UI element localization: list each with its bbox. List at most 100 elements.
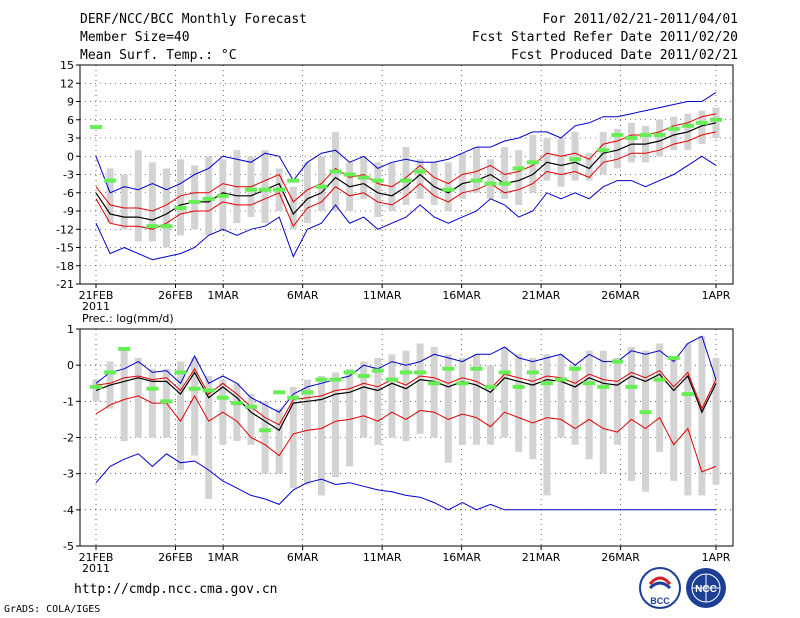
temp-observed-mark [710,117,722,122]
prec-observed-mark [104,370,117,375]
prec-observed-mark [512,384,525,389]
ncc-logo-text: NCC [695,584,717,595]
prec-box [388,354,396,438]
temp-observed-mark [329,169,342,174]
temp-observed-mark [639,132,652,137]
prec-box [120,350,128,442]
prec-box [346,368,354,467]
temp-observed-mark [202,196,215,201]
temp-box [416,159,424,199]
forecast-period-label: For 2011/02/21-2011/04/01 [542,12,738,27]
temp-box [613,128,621,169]
temp-panel-title: Prec.: log(mm/d) [82,312,174,325]
prec-box [487,365,495,445]
prec-xtick-label: 6MAR [287,551,319,564]
prec-observed-mark [414,370,427,375]
prec-observed-mark [526,370,539,375]
prec-xtick-label: 21FEB [79,551,114,564]
temp-box [487,159,495,199]
prec-min-line [95,453,716,511]
temp-box [289,186,297,230]
prec-xtick-label: 26MAR [601,551,640,564]
temp-box [698,110,706,145]
prec-observed-mark [329,377,342,382]
member-size-label: Member Size=40 [80,30,190,45]
prec-box [543,354,551,496]
prec-observed-mark [555,377,567,382]
prec-box [134,357,142,438]
prec-box [233,383,241,442]
temp-box [458,153,466,199]
prec-box [332,372,340,478]
temp-observed-mark [343,172,356,177]
temp-observed-mark [484,181,497,186]
temp-observed-mark [216,193,229,198]
prec-observed-mark [653,377,666,382]
prec-box [501,347,509,438]
prec-ytick-label: 0 [67,359,74,372]
temp-box [444,162,452,211]
temp-observed-mark [414,169,427,174]
temp-xtick-label: 21MAR [522,289,561,302]
prec-box [698,336,706,496]
temp-xtick-label: 26FEB [158,289,193,302]
temp-box [402,147,410,205]
prec-observed-mark [216,395,229,400]
prec-xtick-label: 1APR [702,551,731,564]
temp-upper-spread-line [95,113,717,212]
prec-xtick-label: 21MAR [522,551,561,564]
prec-box [317,376,325,496]
prec-box [444,354,452,463]
prec-box [515,354,523,452]
temp-box [177,159,185,236]
temp-observed-mark [357,175,370,180]
prec-box [642,350,650,492]
prec-box [529,357,537,460]
temp-box [303,162,311,224]
temp-observed-mark [188,199,201,204]
temp-ytick-label: -12 [56,223,74,236]
temp-ytick-label: -3 [63,169,74,182]
temp-observed-mark [653,132,666,137]
temp-xtick-label: 26MAR [601,289,640,302]
prec-ytick-label: -1 [63,395,74,408]
temp-box [571,131,579,181]
prec-box [205,376,213,499]
temp-xtick-label: 16MAR [442,289,481,302]
temp-observed-mark [470,178,483,183]
temp-max-line [95,91,717,194]
prec-observed-mark [301,390,314,395]
prec-box [656,343,664,452]
prec-observed-mark [428,381,441,386]
temp-ytick-label: 15 [60,59,74,72]
prec-observed-mark [343,370,356,375]
temp-observed-mark [681,123,694,128]
prec-box [627,347,635,481]
prec-observed-mark [540,381,553,386]
prec-observed-mark [174,370,187,375]
prec-box [289,386,297,489]
temp-ytick-label: -18 [56,260,74,273]
chart-title: DERF/NCC/BCC Monthly Forecast [80,12,307,27]
prec-box [360,361,368,438]
prec-xtick-label: 26FEB [158,551,193,564]
prec-observed-mark [569,366,582,371]
temp-observed-mark [667,126,680,131]
temp-observed-mark [512,166,525,171]
temp-min-line [95,155,717,261]
temp-lower-spread-line [95,131,717,230]
prec-xtick-label: 1MAR [207,551,239,564]
source-url[interactable]: http://cmdp.ncc.cma.gov.cn [74,582,278,597]
prec-observed-mark [259,428,272,433]
temp-box [162,168,170,248]
temp-box [515,150,523,205]
prec-xtick-label: 11MAR [363,551,402,564]
temp-box [120,174,128,230]
prec-mean-line [95,371,717,432]
prec-observed-mark [456,381,469,386]
prec-box [402,350,410,442]
prec-ytick-label: -3 [63,468,74,481]
prec-box [303,379,311,485]
prec-box [585,350,593,460]
temp-ytick-label: 6 [67,114,74,127]
